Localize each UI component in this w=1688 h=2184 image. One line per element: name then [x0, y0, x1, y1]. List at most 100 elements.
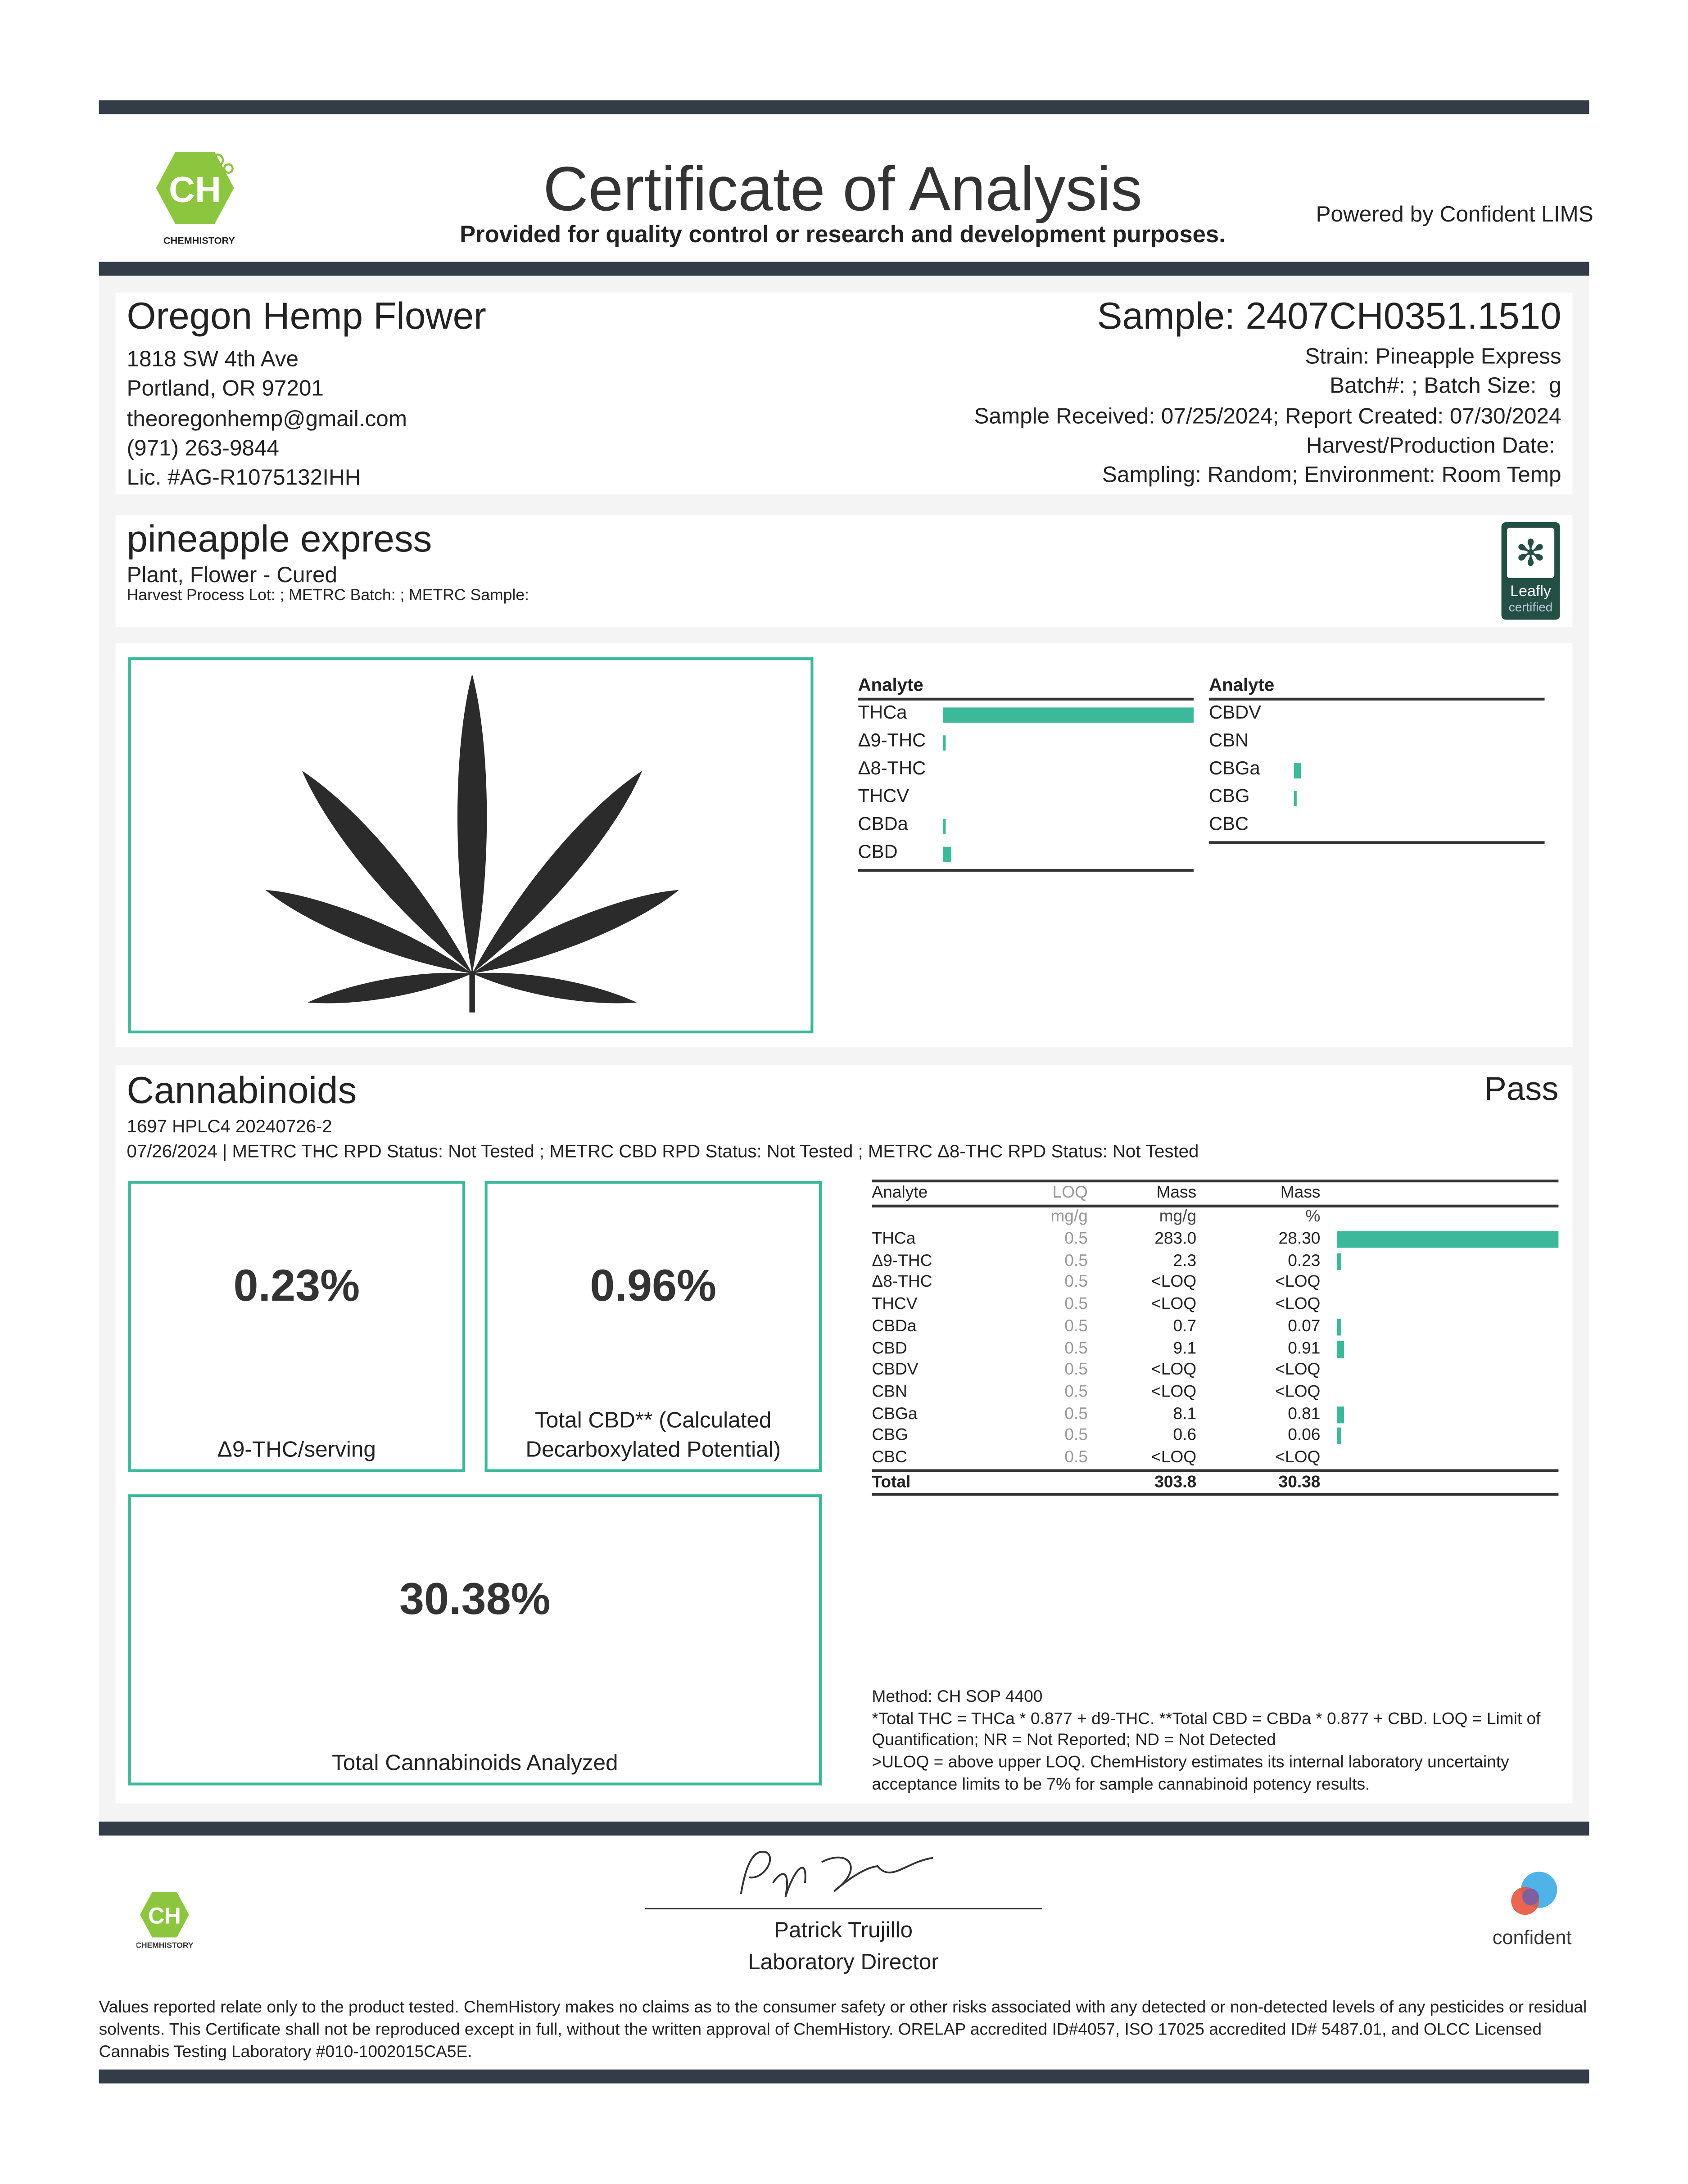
mass-mg-g: <LOQ: [1151, 1381, 1197, 1401]
overview-analyte: THCa: [858, 702, 907, 723]
table-row: Δ8-THC 0.5 <LOQ <LOQ: [872, 1272, 1558, 1294]
analyte: Δ9-THC: [872, 1250, 932, 1270]
client-info: 1818 SW 4th Ave Portland, OR 97201 theor…: [127, 345, 407, 493]
table-total: Total 303.8 30.38: [872, 1469, 1559, 1496]
total-cbd-value: 0.96%: [590, 1260, 717, 1311]
status-pass: Pass: [1484, 1071, 1559, 1109]
overview-chart-left: Analyte THCa Δ9-THC Δ8-THC THCV CBDa CBD: [858, 674, 1194, 872]
leafly-sub: certified: [1508, 600, 1553, 615]
overview-analyte: CBC: [1208, 813, 1249, 834]
overview-row: THCa: [858, 702, 1194, 730]
overview-row: CBN: [1209, 730, 1544, 758]
product-image: [128, 657, 814, 1034]
loq: 0.5: [1064, 1403, 1088, 1423]
mass-mg-g: 2.3: [1173, 1250, 1197, 1270]
mass-percent: 0.06: [1288, 1425, 1321, 1445]
svg-text:CH: CH: [169, 170, 221, 210]
d9-thc-label: Δ9-THC/serving: [217, 1438, 376, 1462]
mass-mg-g: <LOQ: [1151, 1359, 1197, 1379]
table-bar: [1337, 1231, 1559, 1248]
mass-percent: <LOQ: [1275, 1359, 1321, 1379]
analyte: CBD: [872, 1338, 907, 1357]
mass-percent: <LOQ: [1275, 1447, 1321, 1467]
bottom-divider: [99, 2069, 1589, 2084]
overview-analyte: CBDV: [1208, 702, 1262, 723]
client-phone: (971) 263-9844: [127, 437, 279, 461]
overview-analyte: Δ9-THC: [858, 729, 926, 751]
product-name: pineapple express: [127, 518, 432, 560]
total-cannabinoids-value: 30.38%: [399, 1574, 551, 1624]
loq: 0.5: [1064, 1228, 1088, 1248]
table-row: CBGa 0.5 8.1 0.81: [872, 1403, 1558, 1425]
sample-strain: Strain: Pineapple Express: [1305, 345, 1561, 369]
overview-bar: [943, 818, 946, 834]
overview-row: THCV: [858, 786, 1193, 814]
mass-percent: <LOQ: [1275, 1293, 1321, 1314]
table-bar: [1337, 1428, 1341, 1445]
signature-line: [645, 1908, 1042, 1909]
mass-percent: 30.38: [1278, 1471, 1321, 1491]
d9-thc-value: 0.23%: [233, 1260, 360, 1311]
product-lots: Harvest Process Lot: ; METRC Batch: ; ME…: [127, 588, 529, 605]
overview-analyte: CBDa: [858, 813, 908, 834]
loq: 0.5: [1064, 1250, 1088, 1270]
footer-divider: [99, 1822, 1589, 1836]
notes-uloq: >ULOQ = above upper LOQ. ChemHistory est…: [872, 1752, 1509, 1794]
overview-analyte: CBD: [858, 841, 898, 862]
mass-percent: 0.23: [1288, 1250, 1321, 1270]
analyte: CBN: [872, 1381, 907, 1401]
powered-by: Powered by Confident LIMS: [1316, 203, 1593, 227]
analyte: THCV: [872, 1293, 918, 1314]
client-email[interactable]: theoregonhemp@gmail.com: [127, 407, 407, 431]
header-divider: [99, 262, 1589, 276]
logo-text: CHEMHISTORY: [163, 236, 235, 247]
method: Method: CH SOP 4400: [872, 1686, 1043, 1706]
mass-percent: <LOQ: [1275, 1272, 1321, 1292]
mass-mg-g: Mass: [1156, 1182, 1197, 1202]
overview-row: CBDV: [1209, 702, 1544, 730]
analyte: CBGa: [872, 1403, 918, 1423]
mass-mg-g: <LOQ: [1151, 1272, 1197, 1292]
overview-chart-right: Analyte CBDV CBN CBGa CBG CBC: [1208, 674, 1545, 844]
svg-text:CH: CH: [148, 1903, 181, 1928]
overview-analyte: CBG: [1208, 785, 1250, 807]
total-cbd-box: 0.96% Total CBD** (Calculated Decarboxyl…: [484, 1181, 822, 1472]
overview-bar: [1294, 791, 1297, 807]
analyte: Δ8-THC: [872, 1272, 932, 1292]
table-row: CBC 0.5 <LOQ <LOQ: [872, 1447, 1558, 1469]
product-type: Plant, Flower - Cured: [127, 564, 338, 588]
loq: 0.5: [1064, 1293, 1088, 1314]
table-units: mg/g mg/g%: [872, 1206, 1558, 1228]
loq: 0.5: [1064, 1272, 1088, 1292]
analyte: CBC: [872, 1447, 907, 1467]
leafly-leaf-icon: ✻: [1507, 528, 1555, 578]
analyte: CBG: [872, 1425, 908, 1445]
loq: 0.5: [1064, 1338, 1088, 1357]
chemhistory-logo: CH CHEMHISTORY: [150, 146, 248, 247]
total-cannabinoids-box: 30.38% Total Cannabinoids Analyzed: [128, 1494, 822, 1786]
mass-mg-g: 0.7: [1173, 1316, 1197, 1335]
confident-logo: confident: [1476, 1869, 1588, 1949]
cannabinoids-section: Cannabinoids Pass 1697 HPLC4 20240726-2 …: [115, 1065, 1573, 1804]
table-row: Δ9-THC 0.5 2.3 0.23: [872, 1250, 1558, 1272]
overview-analyte: CBN: [1208, 729, 1249, 751]
overview-analyte: Δ8-THC: [858, 757, 926, 779]
table-row: CBN 0.5 <LOQ <LOQ: [872, 1381, 1558, 1403]
loq: 0.5: [1064, 1316, 1088, 1335]
table-row: THCa 0.5 283.0 28.30: [872, 1228, 1559, 1250]
sample-batch: Batch#: ; Batch Size: g: [1330, 375, 1561, 399]
overview-row: CBD: [858, 841, 1193, 869]
mass-percent: 0.91: [1288, 1338, 1321, 1357]
disclaimer: Values reported relate only to the produ…: [99, 1997, 1587, 2062]
analyte: THCa: [872, 1228, 916, 1248]
analyte: Analyte: [872, 1182, 928, 1202]
method-notes: Method: CH SOP 4400 *Total THC = THCa * …: [872, 1687, 1554, 1796]
overview-row: CBDa: [858, 813, 1193, 841]
product-section: pineapple express Plant, Flower - Cured …: [115, 515, 1573, 627]
table-bar: [1337, 1406, 1344, 1423]
table-bar: [1337, 1253, 1341, 1270]
sample-dates: Sample Received: 07/25/2024; Report Crea…: [974, 404, 1561, 429]
client-city: Portland, OR 97201: [127, 378, 324, 402]
page-title: Certificate of Analysis: [543, 153, 1142, 225]
